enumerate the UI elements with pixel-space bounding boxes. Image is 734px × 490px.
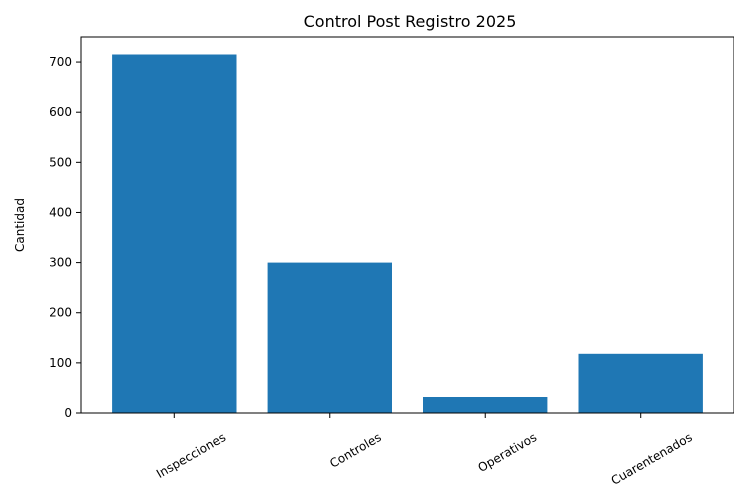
y-axis-label: Cantidad [13,198,27,252]
y-tick-label: 400 [49,205,72,219]
bars-group [112,54,703,413]
bar-operativos [423,397,548,413]
plot-frame [80,36,734,414]
y-tick-label: 500 [49,155,72,169]
bar-inspecciones [112,54,237,413]
bar-controles [267,262,392,413]
x-tick-label: Controles [327,430,383,471]
x-tick-label: Cuarentenados [609,430,695,488]
y-axis: 0 100 200 300 400 500 600 700 [49,55,81,420]
y-tick-label: 300 [49,256,72,270]
y-tick-label: 600 [49,105,72,119]
x-tick-label: Operativos [475,430,539,475]
y-tick-label: 100 [49,356,72,370]
chart-title: Control Post Registro 2025 [304,12,517,31]
bar-cuarentenados [578,353,703,413]
x-tick-label: Inspecciones [154,430,228,481]
y-tick-label: 0 [64,406,72,420]
y-tick-label: 200 [49,306,72,320]
y-tick-label: 700 [49,55,72,69]
x-axis: Inspecciones Controles Operativos Cuarenten… [154,413,695,488]
